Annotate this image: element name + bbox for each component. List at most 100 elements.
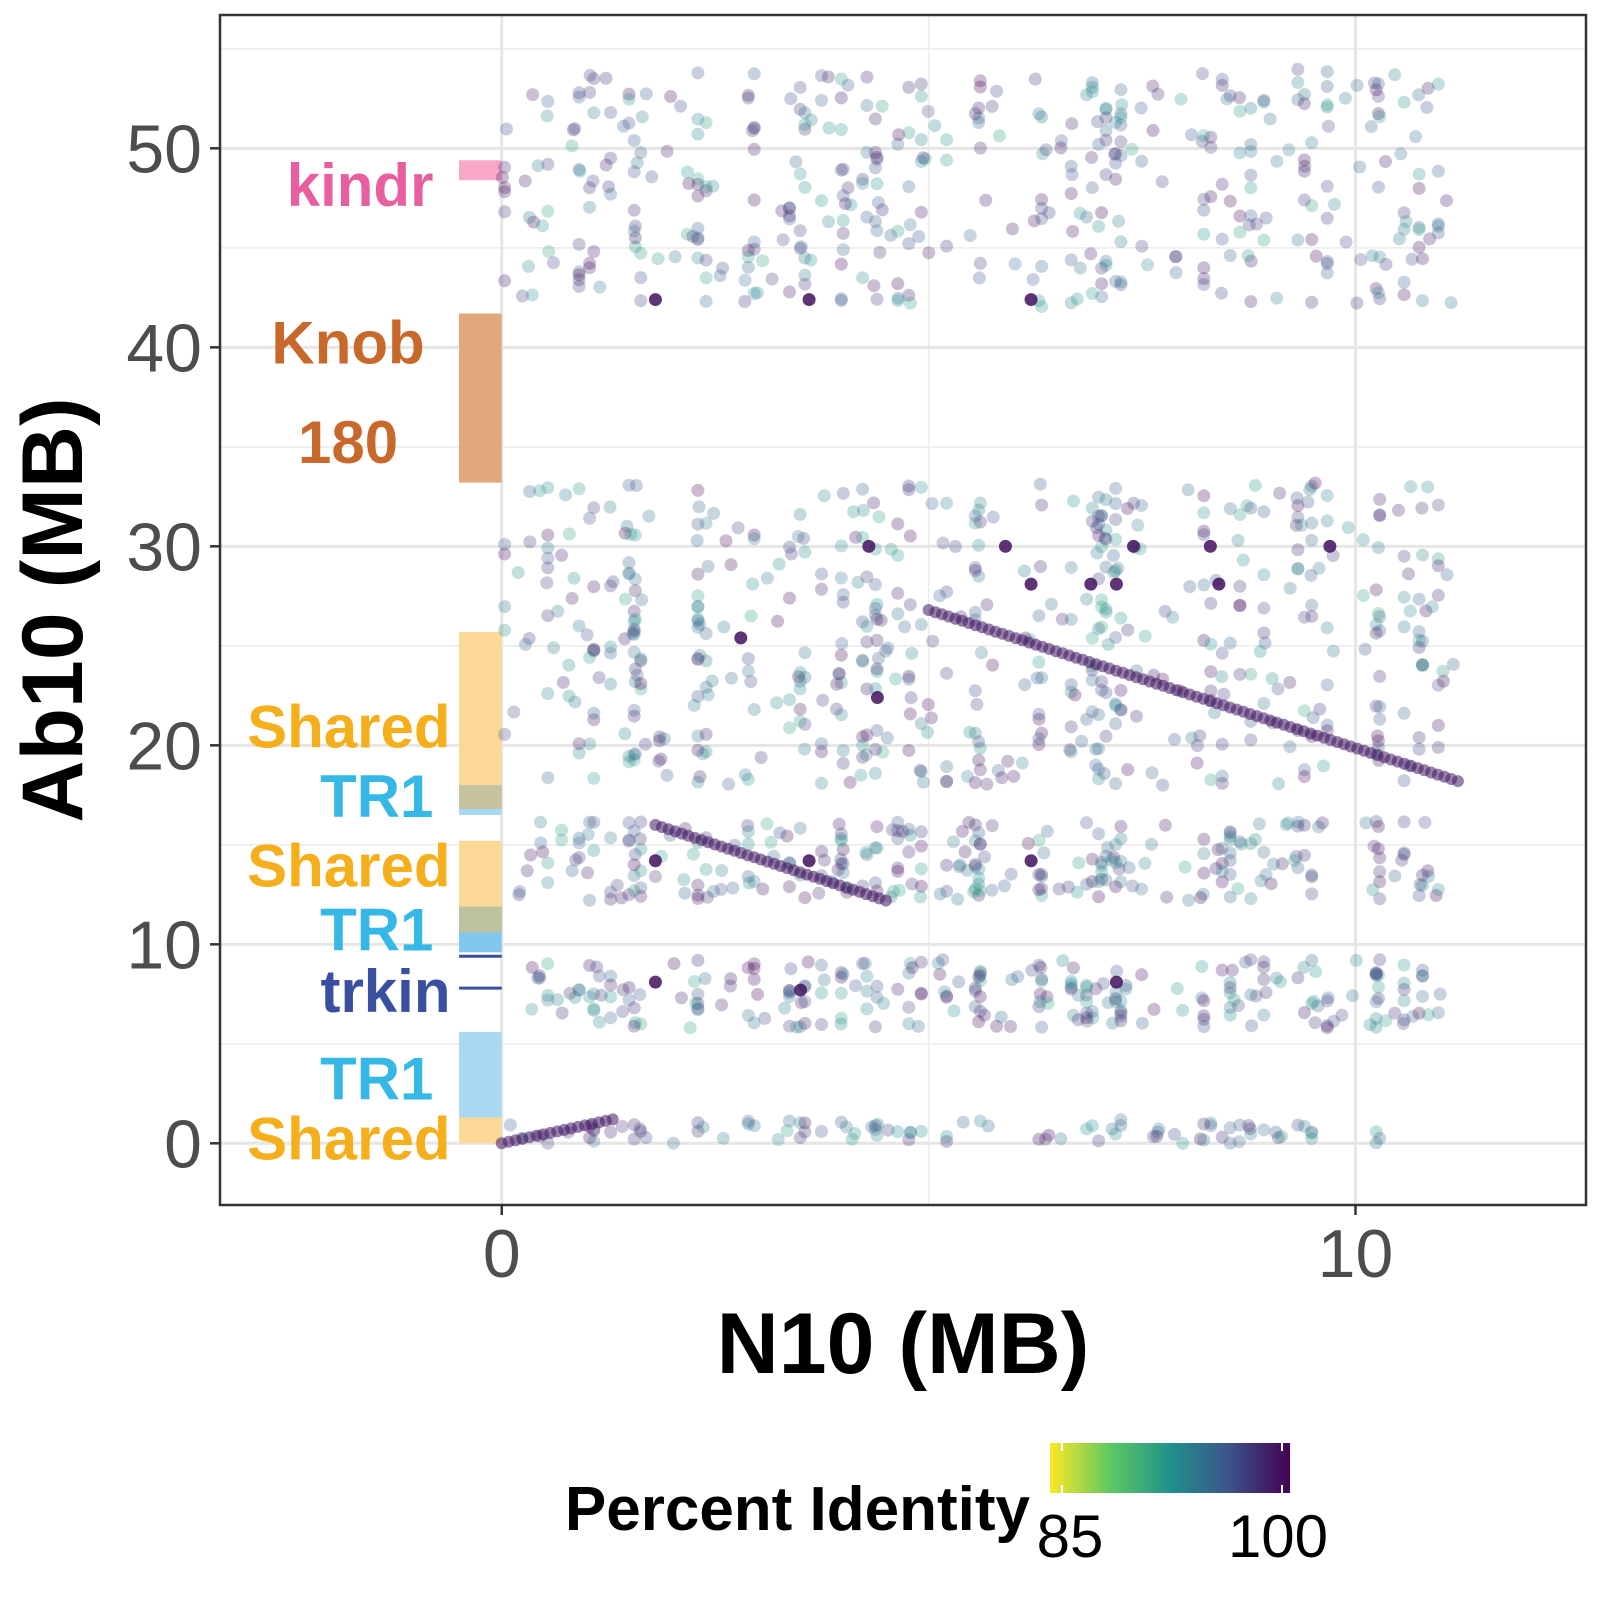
- data-point: [1418, 815, 1432, 829]
- data-point: [1223, 502, 1237, 516]
- data-point: [716, 261, 730, 275]
- data-point: [1204, 1119, 1218, 1133]
- region-bar-shared: [459, 631, 502, 786]
- data-point: [604, 885, 618, 899]
- data-point: [881, 641, 895, 655]
- data-point: [562, 658, 576, 672]
- data-point: [848, 1127, 862, 1140]
- data-point: [836, 214, 850, 227]
- data-point: [1373, 509, 1387, 522]
- data-point: [1092, 509, 1106, 523]
- data-point: [1291, 861, 1305, 875]
- data-point: [586, 174, 600, 188]
- data-point: [778, 1001, 792, 1015]
- data-point: [914, 1124, 928, 1138]
- data-point: [1197, 506, 1211, 520]
- data-point: [1297, 153, 1311, 167]
- data-point: [780, 1124, 794, 1138]
- data-point: [1283, 740, 1297, 754]
- data-point: [1112, 862, 1126, 876]
- data-point: [518, 174, 532, 188]
- region-bar-tr1: [459, 1031, 502, 1118]
- data-point: [634, 677, 648, 690]
- data-point: [1095, 600, 1109, 614]
- data-point: [1291, 1118, 1305, 1132]
- data-point: [1297, 193, 1311, 207]
- data-point: [715, 998, 729, 1012]
- data-point: [1101, 996, 1115, 1010]
- data-point: [1126, 879, 1140, 893]
- data-point: [1367, 839, 1381, 853]
- data-point: [1098, 531, 1112, 545]
- y-tick-label: 40: [126, 310, 202, 386]
- data-point: [1223, 854, 1237, 867]
- data-point: [973, 884, 987, 898]
- data-point: [1007, 769, 1021, 783]
- data-point: [1085, 1005, 1099, 1018]
- data-point: [834, 294, 848, 307]
- data-point: [1431, 77, 1445, 91]
- data-point: [972, 111, 986, 125]
- data-point: [1099, 602, 1113, 616]
- data-point: [1444, 296, 1458, 310]
- data-point: [836, 588, 850, 602]
- data-point: [815, 582, 828, 596]
- data-point: [616, 983, 630, 997]
- data-point: [843, 775, 857, 789]
- data-point: [622, 981, 636, 994]
- region-overlap: [459, 906, 502, 933]
- data-point: [1419, 604, 1433, 618]
- data-point: [541, 993, 555, 1007]
- data-point: [968, 509, 982, 523]
- data-point: [604, 151, 618, 165]
- data-point: [836, 226, 850, 240]
- data-point: [798, 545, 812, 559]
- data-point: [990, 1019, 1004, 1033]
- data-point: [903, 1125, 917, 1139]
- data-point: [594, 988, 608, 1002]
- data-point: [914, 862, 928, 876]
- data-point: [1114, 1003, 1128, 1017]
- data-point: [593, 280, 607, 294]
- data-point: [583, 68, 597, 82]
- data-point: [968, 516, 982, 530]
- data-point: [1305, 868, 1319, 882]
- data-point: [750, 286, 764, 300]
- data-point: [798, 122, 812, 136]
- data-point: [691, 1116, 705, 1130]
- data-point: [1032, 868, 1046, 881]
- data-point: [1422, 869, 1435, 883]
- data-point: [854, 768, 868, 782]
- data-point: [565, 591, 579, 605]
- data-point: [1089, 982, 1103, 996]
- data-point-high-identity: [794, 983, 808, 997]
- data-point: [691, 189, 705, 203]
- data-point: [903, 707, 917, 721]
- data-point: [1289, 518, 1303, 532]
- data-point: [1243, 1122, 1257, 1136]
- data-point: [1327, 1014, 1341, 1028]
- data-point: [1244, 209, 1258, 223]
- data-point: [789, 155, 803, 169]
- data-point: [1446, 657, 1460, 671]
- data-point: [914, 890, 927, 904]
- data-point: [1135, 154, 1149, 168]
- data-point: [587, 642, 601, 656]
- data-point: [914, 987, 928, 1001]
- data-point: [604, 579, 618, 593]
- data-point: [995, 771, 1009, 785]
- data-point: [834, 1017, 848, 1031]
- data-point: [793, 507, 807, 521]
- data-point: [1223, 986, 1237, 1000]
- data-point: [1039, 1132, 1052, 1146]
- data-point: [868, 1122, 882, 1136]
- data-point: [902, 483, 916, 497]
- data-point: [1305, 533, 1319, 547]
- data-point: [760, 571, 774, 585]
- data-point: [856, 503, 870, 517]
- data-point: [680, 227, 694, 241]
- data-point: [572, 983, 586, 997]
- data-point: [1220, 92, 1234, 106]
- data-point: [587, 713, 601, 727]
- data-point: [627, 645, 641, 659]
